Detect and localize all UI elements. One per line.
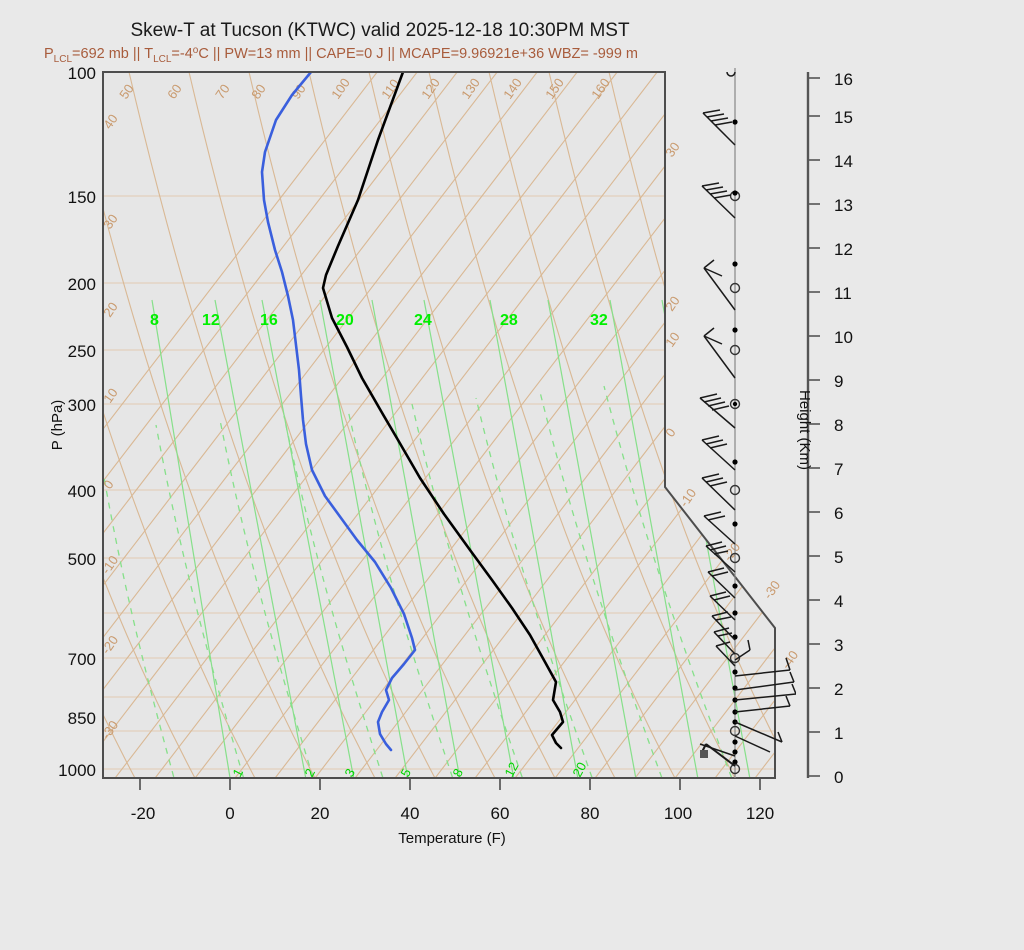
svg-text:4: 4 <box>834 592 843 611</box>
pressure-axis: 100 150 200 250 300 400 500 700 850 1000… <box>49 64 96 780</box>
svg-text:40: 40 <box>100 111 121 131</box>
svg-text:80: 80 <box>248 81 269 101</box>
chart-subtitle: PLCL=692 mb || TLCL=-4oC || PW=13 mm || … <box>44 45 638 65</box>
svg-text:16: 16 <box>260 312 278 329</box>
svg-text:2: 2 <box>834 680 843 699</box>
svg-text:20: 20 <box>662 293 683 313</box>
svg-text:150: 150 <box>68 188 96 207</box>
height-axis-title: Height (Km) <box>796 390 813 470</box>
svg-text:0: 0 <box>834 768 843 787</box>
svg-text:13: 13 <box>834 196 853 215</box>
svg-text:PLCL=692 mb || TLCL=-4oC || PW: PLCL=692 mb || TLCL=-4oC || PW=13 mm || … <box>44 45 638 65</box>
svg-text:50: 50 <box>116 81 137 101</box>
svg-text:6: 6 <box>834 504 843 523</box>
svg-text:0: 0 <box>225 804 234 823</box>
chart-title: Skew-T at Tucson (KTWC) valid 2025-12-18… <box>130 20 630 41</box>
svg-text:30: 30 <box>662 139 683 159</box>
svg-text:250: 250 <box>68 342 96 361</box>
svg-text:40: 40 <box>401 804 420 823</box>
svg-text:30: 30 <box>100 211 121 231</box>
mixing-ratio-mid-labels: 8 12 16 20 24 28 32 <box>150 312 608 329</box>
svg-text:20: 20 <box>100 299 121 319</box>
temperature-axis: -20 0 20 40 60 80 100 120 Temperature (F… <box>131 778 774 847</box>
svg-text:3: 3 <box>834 636 843 655</box>
svg-text:850: 850 <box>68 709 96 728</box>
svg-text:200: 200 <box>68 275 96 294</box>
svg-text:15: 15 <box>834 108 853 127</box>
wind-barbs <box>699 71 796 767</box>
svg-text:70: 70 <box>212 81 233 101</box>
dewpoint-curve <box>260 72 417 752</box>
temperature-curve <box>321 72 565 750</box>
svg-text:100: 100 <box>68 64 96 83</box>
svg-text:12: 12 <box>834 240 853 259</box>
svg-text:20: 20 <box>311 804 330 823</box>
svg-text:12: 12 <box>501 760 521 780</box>
svg-text:500: 500 <box>68 550 96 569</box>
svg-text:12: 12 <box>202 312 220 329</box>
svg-text:16: 16 <box>834 70 853 89</box>
svg-text:-20: -20 <box>131 804 156 823</box>
svg-text:80: 80 <box>581 804 600 823</box>
svg-text:9: 9 <box>834 372 843 391</box>
svg-text:90: 90 <box>288 81 309 101</box>
svg-text:28: 28 <box>500 312 518 329</box>
plot-background <box>103 72 775 778</box>
svg-text:24: 24 <box>414 312 432 329</box>
svg-text:60: 60 <box>491 804 510 823</box>
wind-level-markers <box>729 119 741 775</box>
svg-text:700: 700 <box>68 650 96 669</box>
svg-text:1: 1 <box>834 724 843 743</box>
svg-text:10: 10 <box>662 329 683 349</box>
wind-barb-panel <box>699 68 796 778</box>
moist-adiabat-lines <box>103 385 741 778</box>
pressure-axis-title: P (hPa) <box>49 400 66 451</box>
svg-text:10: 10 <box>834 328 853 347</box>
svg-text:60: 60 <box>164 81 185 101</box>
svg-text:20: 20 <box>336 312 354 329</box>
height-axis: 0 1 2 3 4 5 6 7 8 9 10 11 12 13 14 15 16… <box>796 70 853 787</box>
plot-frame <box>102 71 776 779</box>
svg-text:8: 8 <box>150 312 159 329</box>
svg-text:120: 120 <box>746 804 774 823</box>
svg-text:1000: 1000 <box>58 761 96 780</box>
svg-text:5: 5 <box>834 548 843 567</box>
svg-text:14: 14 <box>834 152 853 171</box>
temperature-axis-title: Temperature (F) <box>398 830 506 847</box>
svg-text:100: 100 <box>664 804 692 823</box>
svg-text:20: 20 <box>569 760 589 780</box>
svg-text:7: 7 <box>834 460 843 479</box>
svg-text:11: 11 <box>834 284 852 303</box>
svg-text:8: 8 <box>834 416 843 435</box>
svg-text:10: 10 <box>100 385 121 405</box>
svg-text:300: 300 <box>68 396 96 415</box>
svg-text:32: 32 <box>590 312 608 329</box>
svg-text:400: 400 <box>68 482 96 501</box>
